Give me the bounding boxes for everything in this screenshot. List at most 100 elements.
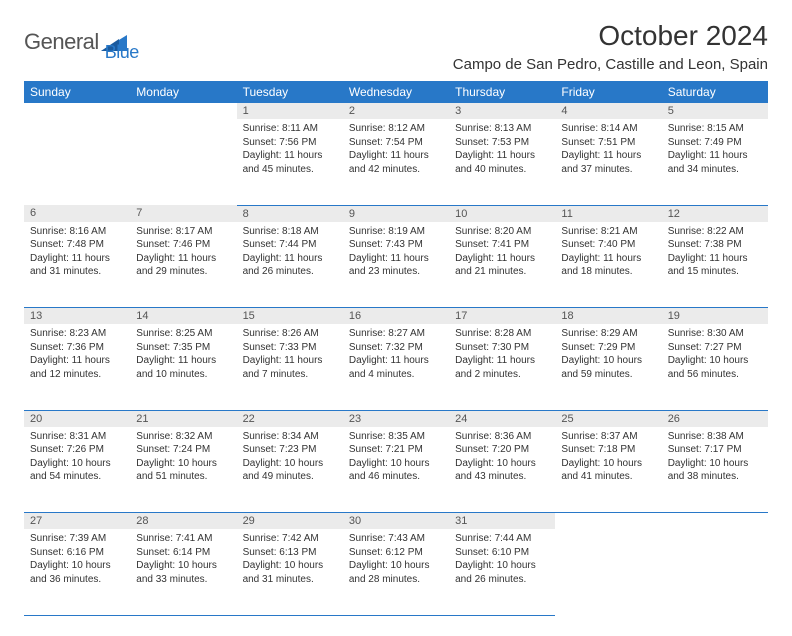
day-number-cell: 8	[237, 205, 343, 222]
day-number-cell: 14	[130, 308, 236, 325]
sunset-text: Sunset: 7:21 PM	[349, 443, 443, 457]
day-content-row: Sunrise: 8:23 AMSunset: 7:36 PMDaylight:…	[24, 324, 768, 410]
day-cell: Sunrise: 8:20 AMSunset: 7:41 PMDaylight:…	[449, 222, 555, 308]
day-number-cell	[555, 513, 661, 530]
day1-text: Daylight: 10 hours	[30, 457, 124, 471]
day-number-cell: 20	[24, 410, 130, 427]
day2-text: and 51 minutes.	[136, 470, 230, 484]
day-number-cell: 7	[130, 205, 236, 222]
sunset-text: Sunset: 7:24 PM	[136, 443, 230, 457]
day-cell: Sunrise: 8:17 AMSunset: 7:46 PMDaylight:…	[130, 222, 236, 308]
day1-text: Daylight: 11 hours	[243, 149, 337, 163]
sunrise-text: Sunrise: 8:26 AM	[243, 327, 337, 341]
weekday-header: Monday	[130, 81, 236, 103]
sunset-text: Sunset: 7:23 PM	[243, 443, 337, 457]
day-cell-body: Sunrise: 8:38 AMSunset: 7:17 PMDaylight:…	[662, 427, 768, 490]
day-cell-body: Sunrise: 8:26 AMSunset: 7:33 PMDaylight:…	[237, 324, 343, 387]
day-number-cell: 1	[237, 103, 343, 119]
sunrise-text: Sunrise: 8:38 AM	[668, 430, 762, 444]
day-number-cell: 11	[555, 205, 661, 222]
day2-text: and 43 minutes.	[455, 470, 549, 484]
day1-text: Daylight: 10 hours	[243, 457, 337, 471]
day-number-cell: 26	[662, 410, 768, 427]
sunrise-text: Sunrise: 8:13 AM	[455, 122, 549, 136]
day-cell	[555, 529, 661, 615]
day2-text: and 31 minutes.	[243, 573, 337, 587]
sunrise-text: Sunrise: 8:12 AM	[349, 122, 443, 136]
day-cell-body: Sunrise: 7:44 AMSunset: 6:10 PMDaylight:…	[449, 529, 555, 592]
day-cell-body: Sunrise: 8:36 AMSunset: 7:20 PMDaylight:…	[449, 427, 555, 490]
day1-text: Daylight: 10 hours	[243, 559, 337, 573]
day-number-cell: 23	[343, 410, 449, 427]
sunset-text: Sunset: 7:43 PM	[349, 238, 443, 252]
sunset-text: Sunset: 7:41 PM	[455, 238, 549, 252]
day1-text: Daylight: 11 hours	[136, 252, 230, 266]
day-number-row: 6789101112	[24, 205, 768, 222]
day1-text: Daylight: 11 hours	[349, 149, 443, 163]
day-cell: Sunrise: 8:15 AMSunset: 7:49 PMDaylight:…	[662, 119, 768, 205]
sunset-text: Sunset: 7:27 PM	[668, 341, 762, 355]
day2-text: and 33 minutes.	[136, 573, 230, 587]
day-number-cell: 3	[449, 103, 555, 119]
day1-text: Daylight: 10 hours	[349, 457, 443, 471]
day1-text: Daylight: 10 hours	[455, 559, 549, 573]
page-header: General Blue October 2024 Campo de San P…	[24, 20, 768, 73]
day-number-cell: 4	[555, 103, 661, 119]
sunrise-text: Sunrise: 8:28 AM	[455, 327, 549, 341]
day2-text: and 34 minutes.	[668, 163, 762, 177]
day-cell-body: Sunrise: 8:25 AMSunset: 7:35 PMDaylight:…	[130, 324, 236, 387]
day-number-cell: 13	[24, 308, 130, 325]
day-cell: Sunrise: 8:35 AMSunset: 7:21 PMDaylight:…	[343, 427, 449, 513]
sunrise-text: Sunrise: 7:41 AM	[136, 532, 230, 546]
day-number-cell: 25	[555, 410, 661, 427]
day2-text: and 37 minutes.	[561, 163, 655, 177]
day1-text: Daylight: 11 hours	[455, 252, 549, 266]
day2-text: and 40 minutes.	[455, 163, 549, 177]
sunset-text: Sunset: 7:30 PM	[455, 341, 549, 355]
sunrise-text: Sunrise: 8:15 AM	[668, 122, 762, 136]
day-cell-body: Sunrise: 8:32 AMSunset: 7:24 PMDaylight:…	[130, 427, 236, 490]
month-title: October 2024	[453, 20, 768, 52]
day1-text: Daylight: 10 hours	[668, 354, 762, 368]
sunset-text: Sunset: 7:54 PM	[349, 136, 443, 150]
day-number-cell: 9	[343, 205, 449, 222]
day-number-cell: 5	[662, 103, 768, 119]
day-cell-body: Sunrise: 8:35 AMSunset: 7:21 PMDaylight:…	[343, 427, 449, 490]
sunset-text: Sunset: 7:44 PM	[243, 238, 337, 252]
day-cell	[662, 529, 768, 615]
day-cell-body: Sunrise: 8:30 AMSunset: 7:27 PMDaylight:…	[662, 324, 768, 387]
sunset-text: Sunset: 7:20 PM	[455, 443, 549, 457]
day-cell: Sunrise: 8:34 AMSunset: 7:23 PMDaylight:…	[237, 427, 343, 513]
day-cell-body: Sunrise: 8:17 AMSunset: 7:46 PMDaylight:…	[130, 222, 236, 285]
day-cell: Sunrise: 7:43 AMSunset: 6:12 PMDaylight:…	[343, 529, 449, 615]
sunset-text: Sunset: 7:53 PM	[455, 136, 549, 150]
day-cell: Sunrise: 8:13 AMSunset: 7:53 PMDaylight:…	[449, 119, 555, 205]
day2-text: and 23 minutes.	[349, 265, 443, 279]
weekday-header-row: Sunday Monday Tuesday Wednesday Thursday…	[24, 81, 768, 103]
day-cell: Sunrise: 8:38 AMSunset: 7:17 PMDaylight:…	[662, 427, 768, 513]
day-number-cell: 29	[237, 513, 343, 530]
day-cell: Sunrise: 8:36 AMSunset: 7:20 PMDaylight:…	[449, 427, 555, 513]
day-cell: Sunrise: 7:39 AMSunset: 6:16 PMDaylight:…	[24, 529, 130, 615]
sunset-text: Sunset: 7:49 PM	[668, 136, 762, 150]
brand-name-1: General	[24, 29, 99, 55]
day-cell: Sunrise: 8:14 AMSunset: 7:51 PMDaylight:…	[555, 119, 661, 205]
day2-text: and 29 minutes.	[136, 265, 230, 279]
weekday-header: Saturday	[662, 81, 768, 103]
weekday-header: Friday	[555, 81, 661, 103]
day1-text: Daylight: 10 hours	[136, 457, 230, 471]
day2-text: and 38 minutes.	[668, 470, 762, 484]
day-cell-body: Sunrise: 8:21 AMSunset: 7:40 PMDaylight:…	[555, 222, 661, 285]
day-cell-body: Sunrise: 8:13 AMSunset: 7:53 PMDaylight:…	[449, 119, 555, 182]
day-cell	[24, 119, 130, 205]
day-cell-body: Sunrise: 8:18 AMSunset: 7:44 PMDaylight:…	[237, 222, 343, 285]
sunset-text: Sunset: 7:38 PM	[668, 238, 762, 252]
day-cell-body: Sunrise: 8:20 AMSunset: 7:41 PMDaylight:…	[449, 222, 555, 285]
day-number-row: 13141516171819	[24, 308, 768, 325]
day2-text: and 21 minutes.	[455, 265, 549, 279]
day-cell: Sunrise: 8:28 AMSunset: 7:30 PMDaylight:…	[449, 324, 555, 410]
day-content-row: Sunrise: 7:39 AMSunset: 6:16 PMDaylight:…	[24, 529, 768, 615]
day-cell: Sunrise: 8:11 AMSunset: 7:56 PMDaylight:…	[237, 119, 343, 205]
day-number-cell: 18	[555, 308, 661, 325]
sunrise-text: Sunrise: 8:11 AM	[243, 122, 337, 136]
